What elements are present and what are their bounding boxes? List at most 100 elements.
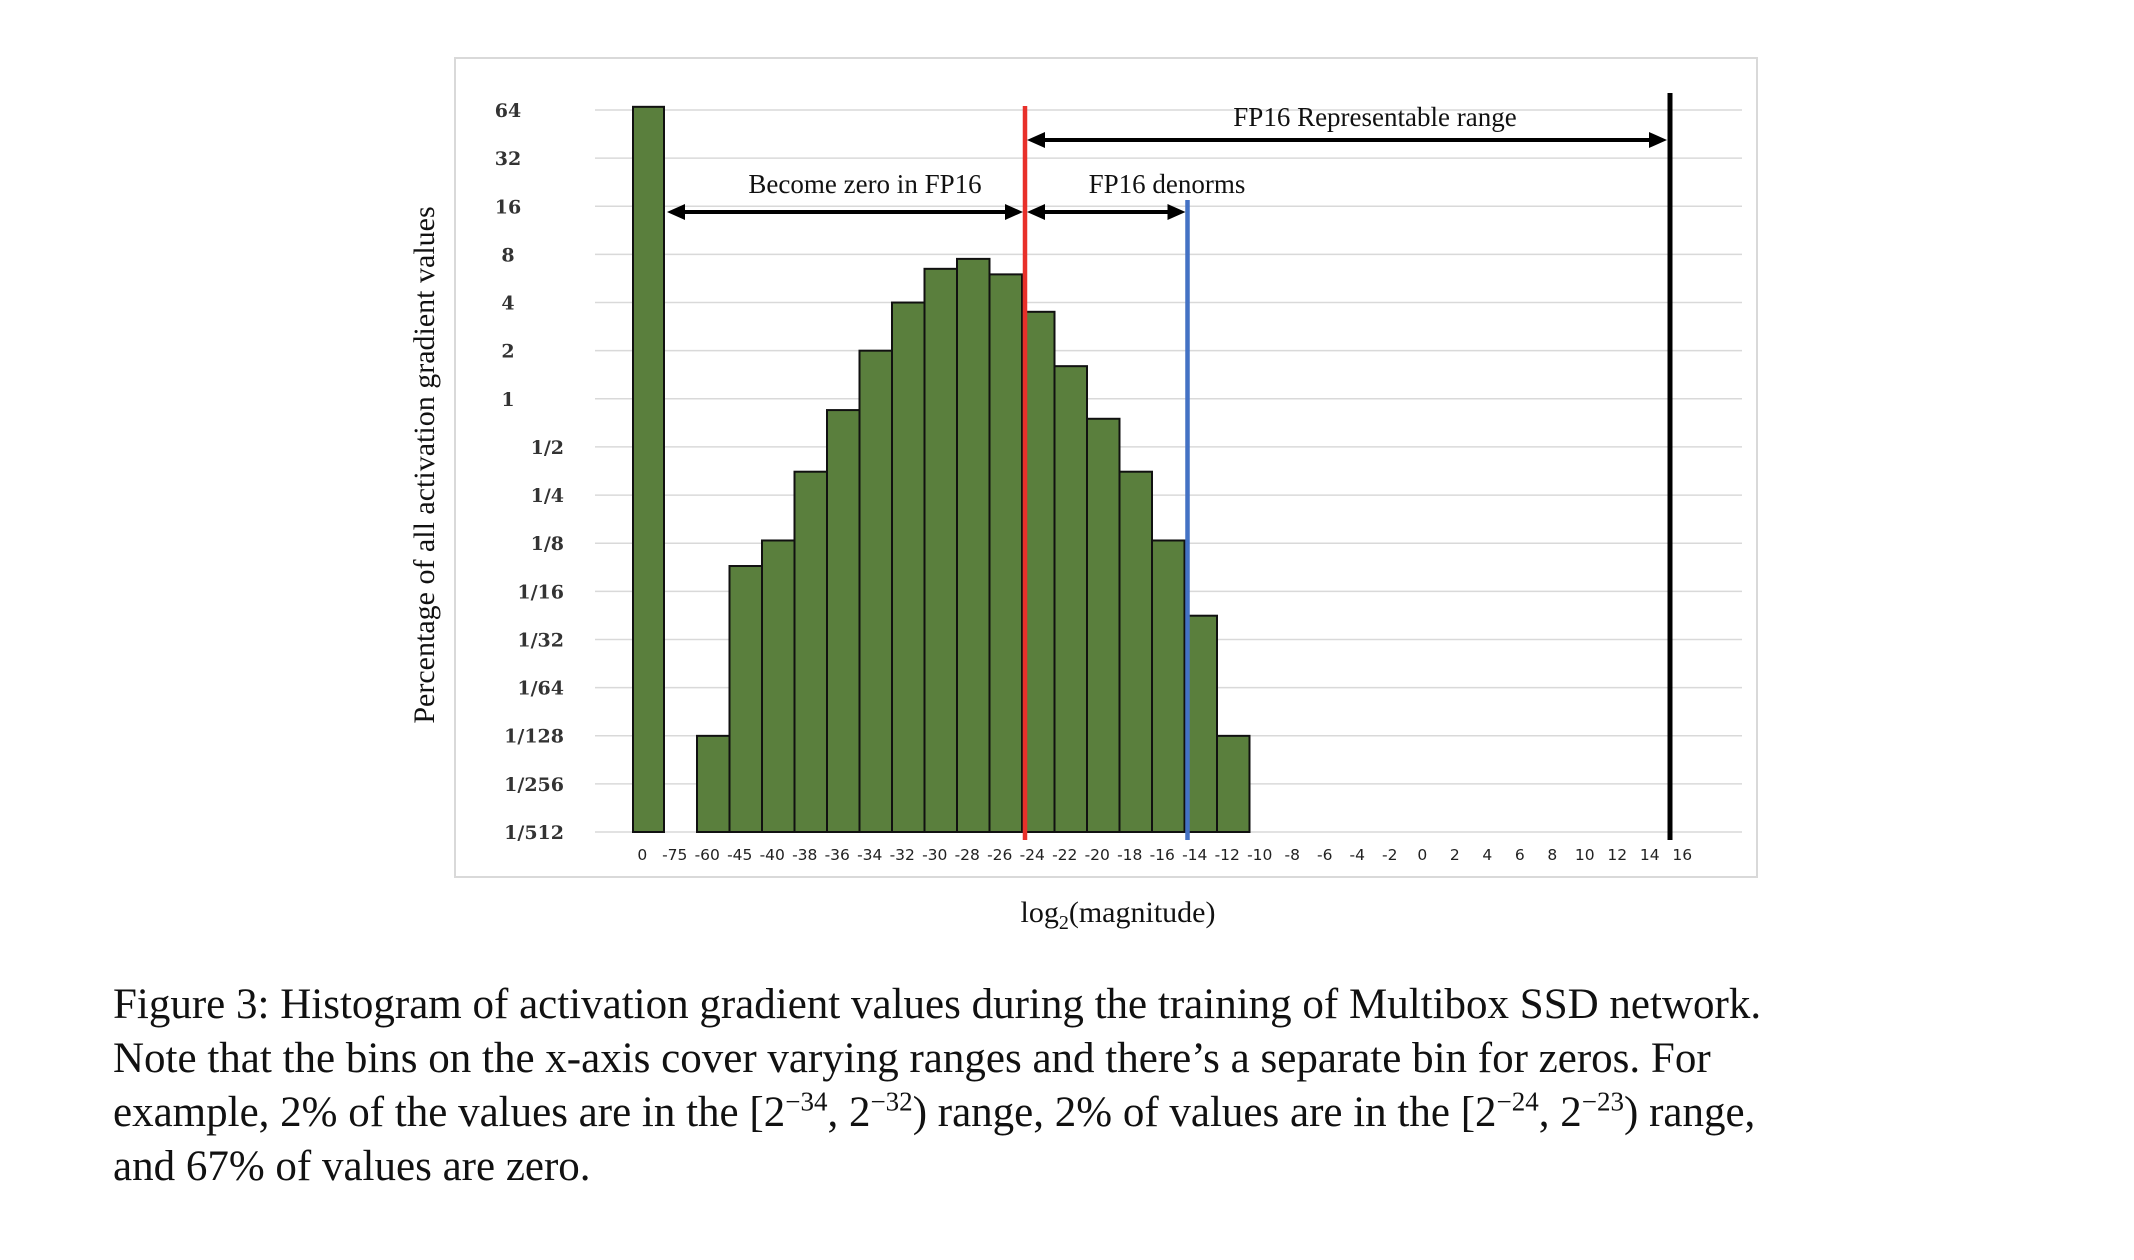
annotation-become-zero: Become zero in FP16: [748, 169, 981, 199]
x-tick-label: -20: [1085, 846, 1110, 864]
histogram-bar: [1151, 539, 1186, 833]
caption-line-2: Note that the bins on the x-axis cover v…: [113, 1035, 1711, 1082]
histogram-bar: [793, 470, 828, 833]
arrowhead-right: [1649, 132, 1667, 148]
y-tick-label: 1/128: [504, 726, 564, 748]
x-tick-label: -14: [1182, 846, 1207, 864]
x-tick-label: -75: [662, 846, 687, 864]
histogram-bar: [891, 301, 926, 833]
y-tick-label: 1: [501, 389, 514, 411]
x-tick-label: 8: [1547, 846, 1557, 864]
x-tick-label: -8: [1285, 846, 1300, 864]
x-tick-label: -2: [1382, 846, 1397, 864]
x-tick-label: -18: [1117, 846, 1142, 864]
caption-text: ) range, 2% of values are in the [2: [912, 1089, 1497, 1136]
y-tick-label: 1/32: [517, 629, 564, 651]
x-tick-label: 14: [1640, 846, 1660, 864]
caption-text: example, 2% of the values are in the [2: [113, 1089, 786, 1136]
x-tick-label: 16: [1672, 846, 1692, 864]
x-tick-label: -36: [825, 846, 850, 864]
x-tick-label: -26: [987, 846, 1012, 864]
caption-line-4: and 67% of values are zero.: [113, 1143, 591, 1190]
x-tick-label: -28: [955, 846, 980, 864]
histogram-bar: [696, 734, 731, 834]
histogram-bar: [1216, 734, 1251, 834]
annotation-representable-range: FP16 Representable range: [1233, 102, 1516, 132]
x-tick-label: 2: [1450, 846, 1460, 864]
y-tick-label: 1/4: [531, 485, 564, 507]
x-tick-label: -16: [1150, 846, 1175, 864]
x-tick-label: -10: [1247, 846, 1272, 864]
arrowhead-left: [667, 204, 685, 220]
y-tick-label: 2: [501, 341, 514, 363]
x-tick-label: -32: [890, 846, 915, 864]
histogram-bar: [956, 257, 991, 833]
histogram-bar: [1053, 365, 1088, 833]
histogram-bar: [761, 539, 796, 833]
y-tick-label: 64: [495, 100, 521, 122]
y-tick-label: 1/8: [531, 533, 564, 555]
x-tick-label: -60: [695, 846, 720, 864]
y-tick-labels: 64 32 16 8 4 2 1 1/2 1/4 1/8 1/16 1/32 1/64 1/128 1/25…: [495, 100, 564, 844]
y-tick-label: 1/256: [504, 774, 564, 796]
caption-exponent: −32: [870, 1086, 913, 1117]
x-tick-label: 10: [1575, 846, 1595, 864]
histogram-bar: [728, 565, 763, 833]
histogram-bar: [858, 349, 893, 833]
histogram-bar: [1086, 417, 1121, 833]
x-tick-label: 12: [1607, 846, 1627, 864]
histogram-bar: [1118, 470, 1153, 833]
arrowhead-left: [1027, 132, 1045, 148]
x-tick-label: -6: [1317, 846, 1332, 864]
y-tick-label: 1/16: [517, 581, 564, 603]
caption-exponent: −23: [1581, 1086, 1624, 1117]
caption-text: ) range,: [1624, 1089, 1756, 1136]
histogram-bar: [632, 105, 665, 833]
y-tick-label: 1/512: [504, 822, 564, 844]
x-tick-label: 0: [637, 846, 647, 864]
arrowhead-right: [1005, 204, 1023, 220]
x-tick-label: -12: [1215, 846, 1240, 864]
histogram-chart: 64321684211/21/41/81/161/321/641/1281/25…: [408, 57, 1758, 934]
y-tick-label: 1/2: [531, 437, 564, 459]
caption-exponent: −34: [785, 1086, 828, 1117]
x-tick-labels: 0 -75 -60 -45 -40 -38 -36 -34 -32 -30 -28 -26 -24 -22…: [637, 846, 1692, 864]
caption-line-3: example, 2% of the values are in the [2−…: [113, 1086, 2025, 1140]
arrowhead-right: [1167, 204, 1186, 220]
y-tick-label: 32: [495, 148, 521, 170]
x-axis-title-rest: (magnitude): [1069, 896, 1216, 929]
x-axis-title-subscript: 2: [1059, 912, 1069, 934]
x-axis-title: log2(magnitude): [1021, 896, 1216, 934]
y-tick-label: 4: [501, 293, 514, 315]
bars: [632, 105, 1251, 834]
histogram-bar: [826, 409, 861, 833]
x-tick-label: 0: [1417, 846, 1427, 864]
figure-caption: Figure 3: Histogram of activation gradie…: [113, 978, 2025, 1194]
x-tick-label: -22: [1052, 846, 1077, 864]
x-tick-label: -40: [760, 846, 785, 864]
range-markers: [667, 93, 1673, 840]
x-tick-label: -4: [1350, 846, 1365, 864]
histogram-bar: [1183, 614, 1218, 833]
caption-text: , 2: [1538, 1089, 1582, 1136]
caption-line-1: Figure 3: Histogram of activation gradie…: [113, 981, 1762, 1028]
x-tick-label: -24: [1020, 846, 1045, 864]
caption-text: , 2: [827, 1089, 871, 1136]
annotations: Become zero in FP16 FP16 denorms FP16 Re…: [748, 102, 1516, 199]
annotation-fp16-denorms: FP16 denorms: [1089, 169, 1246, 199]
caption-exponent: −24: [1496, 1086, 1539, 1117]
x-tick-label: -34: [857, 846, 882, 864]
x-tick-label: 4: [1482, 846, 1492, 864]
x-tick-label: -38: [792, 846, 817, 864]
y-tick-label: 8: [501, 244, 514, 266]
y-axis-title: Percentage of all activation gradient va…: [408, 206, 441, 723]
x-tick-label: -45: [727, 846, 752, 864]
y-tick-label: 16: [495, 196, 521, 218]
histogram-bar: [923, 267, 958, 833]
arrowhead-left: [1027, 204, 1045, 220]
histogram-bar: [988, 273, 1023, 833]
x-tick-label: 6: [1515, 846, 1525, 864]
y-tick-label: 1/64: [517, 678, 564, 700]
x-tick-label: -30: [922, 846, 947, 864]
